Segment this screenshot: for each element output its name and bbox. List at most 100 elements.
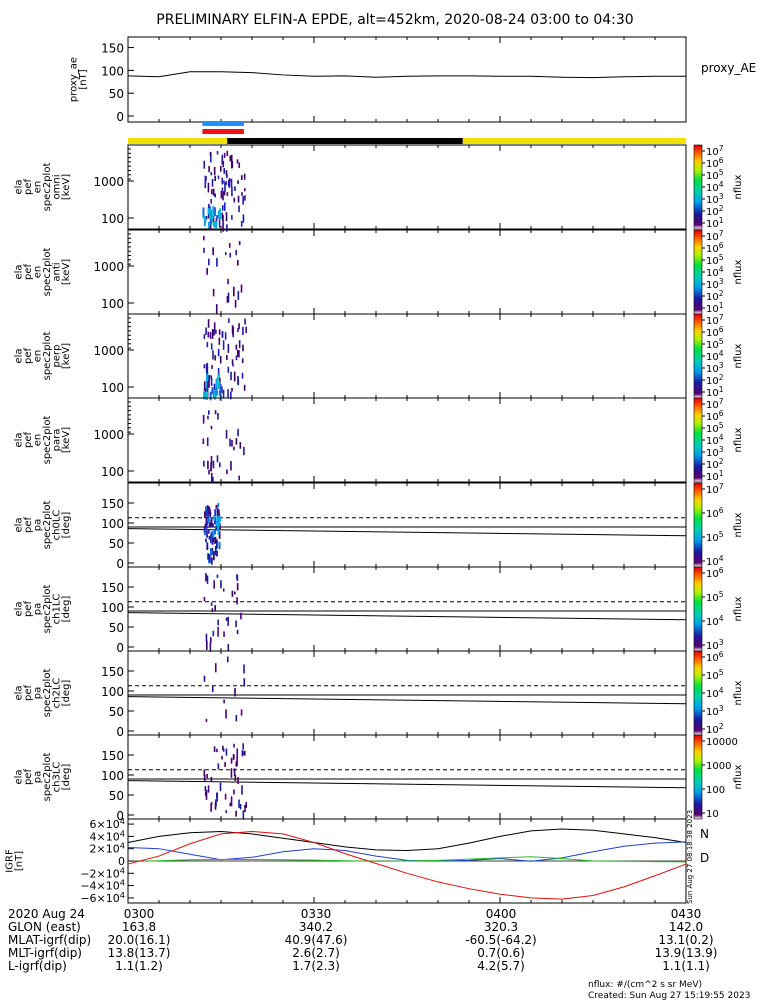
spectrogram-pixel [209, 522, 212, 527]
spectrogram-pixel [221, 331, 224, 338]
spectrogram-pixels [203, 503, 222, 565]
colorbar-tick-label: 101 [706, 385, 724, 399]
y-axis-label-line: pa [32, 519, 43, 531]
energy-spectrogram-panel: 1000100elapefenspec2plotomni[keV]1071061… [13, 144, 744, 232]
spectrogram-pixel [210, 803, 212, 812]
spectrogram-pixel [205, 789, 208, 800]
spectrogram-pixel [226, 174, 228, 179]
spectrogram-pixel [214, 509, 217, 517]
spectrogram-pixel [229, 252, 232, 258]
y-axis-label-line: [deg] [61, 680, 72, 707]
spectrogram-pixel [223, 202, 226, 211]
spectrogram-pixel [212, 247, 214, 256]
spectrogram-pixel [217, 210, 220, 219]
spectrogram-pixel [203, 775, 206, 782]
spectrogram-pixel [216, 215, 219, 220]
spectrogram-pixel [233, 789, 235, 795]
spectrogram-pixel [213, 322, 216, 331]
spectrogram-pixel [207, 553, 210, 560]
spectrogram-pixel [211, 685, 214, 692]
spectrogram-pixel [203, 160, 206, 169]
spectrogram-pixel [217, 375, 220, 381]
spectrogram-pixel [209, 214, 212, 221]
spectrogram-pixel [216, 574, 219, 578]
y-tick-label: 50 [109, 537, 124, 551]
spectrogram-pixel [242, 344, 244, 352]
spectrogram-pixel [214, 537, 217, 543]
spectrogram-pixel [215, 520, 218, 526]
spectrogram-pixel [234, 300, 237, 308]
spectrogram-pixel [215, 525, 218, 531]
spectrogram-pixel [212, 188, 215, 196]
colorbar-label-text: nflux [733, 427, 744, 452]
colorbar-tick-label: 100 [706, 785, 725, 796]
spectrogram-pixel [241, 785, 243, 795]
spectrogram-pixel [243, 750, 246, 756]
colorbar-label: nflux [733, 174, 744, 199]
spectrogram-pixel [205, 573, 207, 582]
colorbar [693, 229, 703, 315]
spectrogram-pixel [226, 355, 228, 361]
spectrogram-pixel [221, 177, 224, 185]
footer-value: 1.7(2.3) [292, 959, 340, 973]
spectrogram-pixel [234, 687, 236, 697]
spectrogram-pixel [207, 182, 210, 193]
footer-value: 1.1(1.1) [662, 959, 710, 973]
y-axis-label-line: ch1LC [51, 594, 62, 625]
spectrogram-pixel [226, 150, 229, 157]
spectrogram-pixel [236, 259, 239, 266]
colorbar-label-text: nflux [733, 259, 744, 284]
spectrogram-pixel [237, 349, 239, 357]
spectrogram-pixel [208, 469, 210, 475]
energy-spectrogram-panel: 1000100elapefenspec2plotpara[keV]1071061… [13, 397, 744, 484]
spectrogram-pixel [222, 191, 224, 201]
spectrogram-pixel [225, 810, 228, 814]
y-tick-label: 0 [116, 110, 124, 124]
colorbar-label-text: nflux [733, 764, 744, 789]
y-axis-label-line: spec2plot [42, 248, 53, 297]
spectrogram-pixel [230, 757, 233, 764]
spectrogram-pixel [210, 802, 213, 806]
spectrogram-pixel [202, 213, 205, 219]
spectrogram-pixel [216, 515, 219, 521]
spectrogram-pixel [238, 340, 241, 349]
spectrogram-pixel [210, 377, 213, 386]
spectrogram-pixel [235, 249, 237, 256]
spectrogram-pixels [202, 410, 245, 484]
spectrogram-pixel [218, 542, 221, 549]
y-tick-label: 100 [101, 381, 124, 395]
y-tick-label: 100 [101, 517, 124, 531]
spectrogram-pixel [221, 187, 224, 192]
spectrogram-pixel [228, 178, 231, 182]
spectrogram-pixel [208, 258, 210, 266]
spectrogram-pixel [236, 756, 238, 766]
y-tick-label: 2×104 [90, 841, 125, 856]
y-axis-label: proxy_ae[nT] [68, 57, 89, 102]
spectrogram-pixel [219, 782, 222, 791]
spectrogram-pixel [240, 709, 243, 716]
spectrogram-pixel [204, 385, 207, 393]
spectrogram-pixel [212, 206, 215, 212]
orbit-bar-segment [462, 138, 686, 144]
spectrogram-pixel [218, 531, 221, 539]
y-axis-label-line: [deg] [61, 596, 72, 623]
spectrogram-pixel [210, 602, 213, 606]
spectrogram-pixel [230, 796, 233, 807]
spectrogram-pixel [210, 461, 212, 472]
spectrogram-pixel [223, 152, 226, 158]
colorbar-tick-label: 104 [706, 433, 724, 447]
spectrogram-pixel [237, 376, 239, 385]
spectrogram-pixel [222, 389, 225, 398]
spectrogram-pixel [209, 642, 212, 652]
y-axis-label-line: [keV] [61, 427, 72, 453]
spectrogram-pixel [217, 515, 220, 521]
colorbar-tick-label: 102 [706, 722, 724, 736]
spectrogram-pixel [229, 438, 231, 447]
spectrogram-pixels [203, 743, 248, 820]
spectrogram-pixel [214, 663, 217, 673]
spectrogram-pixel [231, 439, 233, 447]
colorbar-label: nflux [733, 596, 744, 621]
igrf-n-label: N [700, 827, 709, 841]
